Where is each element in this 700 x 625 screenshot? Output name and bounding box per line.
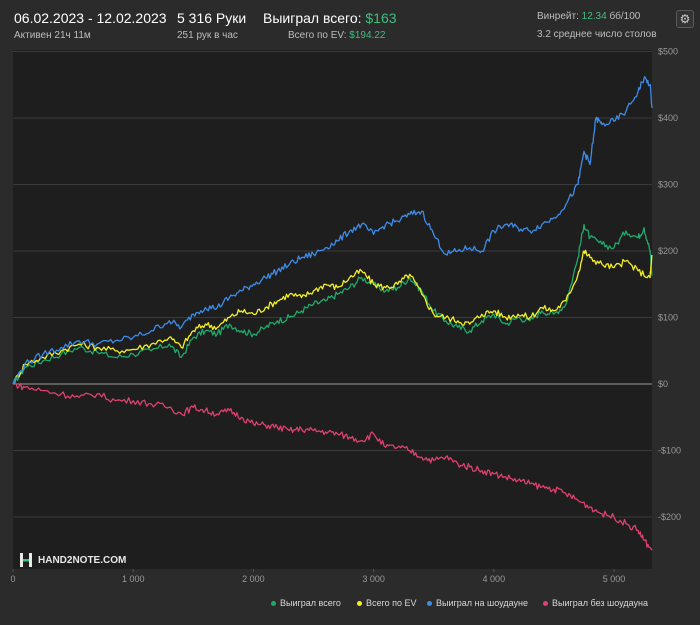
ev-total: Всего по EV: $194.22 (288, 30, 385, 41)
legend-item-showdown[interactable]: Выиграл на шоудауне (427, 598, 528, 608)
winrate: Винрейт: 12.34 бб/100 (537, 11, 640, 22)
y-tick-label: $0 (658, 379, 668, 389)
hand2note-logo: HAND2NOTE.COM (20, 553, 126, 567)
hands-count: 5 316 Руки (177, 10, 247, 26)
ev-total-value: $194.22 (349, 30, 386, 41)
x-tick-label: 5 000 (603, 574, 626, 584)
x-tick-label: 1 000 (122, 574, 145, 584)
y-tick-label: $400 (658, 113, 678, 123)
won-total-label: Выиграл всего: (263, 10, 362, 26)
winrate-value: 12.34 (581, 11, 607, 22)
won-total: Выиграл всего: $163 (263, 10, 397, 26)
summary-header: 06.02.2023 - 12.02.2023 Активен 21ч 11м … (0, 0, 700, 48)
ev-total-label: Всего по EV: (288, 30, 347, 41)
avg-tables: 3.2 среднее число столов (537, 29, 657, 40)
profit-chart-svg: -$200 -$100 $0 $100 $200 $300 $400 $500 0 1 000 2 … (10, 47, 681, 585)
active-time: Активен 21ч 11м (14, 30, 91, 41)
x-tick-label: 2 000 (242, 574, 265, 584)
winrate-label: Винрейт: (537, 11, 579, 22)
legend-dot-won-total (271, 600, 276, 606)
y-tick-label: $200 (658, 246, 678, 256)
legend-label-ev: Всего по EV (366, 598, 417, 608)
legend-dot-showdown (427, 600, 432, 606)
gear-icon[interactable]: ⚙ (676, 10, 694, 28)
x-tick-label: 3 000 (362, 574, 385, 584)
y-tick-label: $100 (658, 313, 678, 323)
legend-label-won-total: Выиграл всего (280, 598, 341, 608)
winrate-suffix: бб/100 (609, 11, 641, 22)
legend-dot-non-showdown (543, 600, 548, 606)
date-range: 06.02.2023 - 12.02.2023 (14, 10, 167, 26)
y-tick-label: -$100 (658, 446, 681, 456)
hand2note-logo-icon (20, 553, 32, 567)
legend-item-non-showdown[interactable]: Выиграл без шоудауна (543, 598, 648, 608)
series-showdown-line (12, 76, 653, 385)
legend-item-won-total[interactable]: Выиграл всего (271, 598, 341, 608)
y-tick-label: $500 (658, 47, 678, 57)
legend-dot-ev (357, 600, 362, 606)
legend-label-showdown: Выиграл на шоудауне (436, 598, 528, 608)
chart-legend: Выиграл всего Всего по EV Выиграл на шоу… (0, 598, 700, 612)
profit-chart: -$200 -$100 $0 $100 $200 $300 $400 $500 0 1 000 2 … (0, 44, 700, 620)
y-tick-label: $300 (658, 180, 678, 190)
logo-text: HAND2NOTE.COM (38, 554, 127, 566)
x-tick-label: 0 (10, 574, 15, 584)
legend-item-ev[interactable]: Всего по EV (357, 598, 416, 608)
legend-label-non-showdown: Выиграл без шоудауна (552, 598, 648, 608)
x-tick-label: 4 000 (483, 574, 506, 584)
won-total-value: $163 (365, 10, 397, 26)
series-non-showdown-line (12, 382, 653, 551)
y-tick-label: -$200 (658, 512, 681, 522)
hands-per-hour: 251 рук в час (177, 30, 238, 41)
series-ev-line (13, 249, 653, 385)
